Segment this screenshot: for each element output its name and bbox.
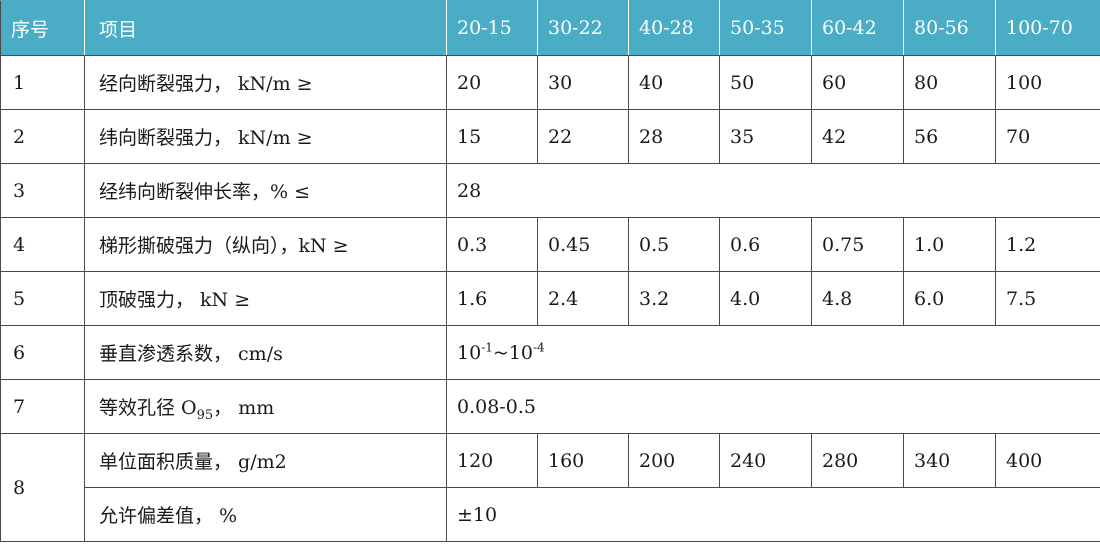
table-cell: 240 <box>719 433 812 488</box>
row-seq: 5 <box>0 271 85 326</box>
table-row: 6 垂直渗透系数， cm/s 10-1~10-4 <box>0 325 1100 380</box>
row-seq: 1 <box>0 55 85 110</box>
header-grade: 50-35 <box>719 0 812 56</box>
table-row: 2 纬向断裂强力， kN/m ≥ 15 22 28 35 42 56 70 <box>0 109 1100 164</box>
table-cell: 50 <box>719 55 812 110</box>
value-exponent: -4 <box>533 340 545 355</box>
table-row: 3 经纬向断裂伸长率，% ≤ 28 <box>0 163 1100 218</box>
row-item: 梯形撕破强力（纵向），kN ≥ <box>84 217 447 272</box>
table-cell: 15 <box>446 109 538 164</box>
table-cell: 1.0 <box>903 217 996 272</box>
row-item: 经向断裂强力， kN/m ≥ <box>84 55 447 110</box>
value-base: 10 <box>457 341 482 364</box>
table-cell: 1.6 <box>446 271 538 326</box>
table-cell: 0.75 <box>811 217 904 272</box>
value-base: 10 <box>508 341 533 364</box>
table-cell: 1.2 <box>995 217 1100 272</box>
table-cell: 3.2 <box>628 271 720 326</box>
table-cell: 200 <box>628 433 720 488</box>
header-grade: 60-42 <box>811 0 904 56</box>
value-separator: ~ <box>492 341 509 364</box>
table-cell: 30 <box>537 55 629 110</box>
table-cell: 400 <box>995 433 1100 488</box>
table-cell: 7.5 <box>995 271 1100 326</box>
table-cell: 80 <box>903 55 996 110</box>
row-seq: 8 <box>0 433 85 542</box>
table-cell: 22 <box>537 109 629 164</box>
row-item: 单位面积质量， g/m2 <box>84 433 447 488</box>
table-cell: 0.45 <box>537 217 629 272</box>
row-seq: 3 <box>0 163 85 218</box>
table-cell: 280 <box>811 433 904 488</box>
table-cell: 35 <box>719 109 812 164</box>
value-exponent: -1 <box>481 340 493 355</box>
table-row: 5 顶破强力， kN ≥ 1.6 2.4 3.2 4.0 4.8 6.0 7.5 <box>0 271 1100 326</box>
table-cell: 6.0 <box>903 271 996 326</box>
table-cell: 56 <box>903 109 996 164</box>
table-cell: 4.8 <box>811 271 904 326</box>
table-cell: 40 <box>628 55 720 110</box>
row-seq: 6 <box>0 325 85 380</box>
item-subscript: 95 <box>196 407 214 423</box>
header-item: 项目 <box>84 0 447 56</box>
table-cell: 0.3 <box>446 217 538 272</box>
header-grade: 20-15 <box>446 0 538 56</box>
table-row: 7 等效孔径 O95， mm 0.08-0.5 <box>0 379 1100 434</box>
table-row: 允许偏差值， % ±10 <box>1 487 1100 542</box>
table-cell: 28 <box>628 109 720 164</box>
row-item: 垂直渗透系数， cm/s <box>84 325 447 380</box>
header-grade: 80-56 <box>903 0 996 56</box>
table-cell: 100 <box>995 55 1100 110</box>
table-cell: 120 <box>446 433 538 488</box>
row-item: 顶破强力， kN ≥ <box>84 271 447 326</box>
table-cell: 2.4 <box>537 271 629 326</box>
table-cell: 4.0 <box>719 271 812 326</box>
header-grade: 100-70 <box>995 0 1100 56</box>
row-item: 经纬向断裂伸长率，% ≤ <box>84 163 447 218</box>
header-grade: 40-28 <box>628 0 720 56</box>
merged-value-cell: 0.08-0.5 <box>446 379 1100 434</box>
table-cell: 60 <box>811 55 904 110</box>
item-text: 等效孔径 O <box>99 397 197 419</box>
item-text: ， mm <box>213 397 275 419</box>
row-item: 允许偏差值， % <box>84 487 447 542</box>
table-row: 1 经向断裂强力， kN/m ≥ 20 30 40 50 60 80 100 <box>0 55 1100 110</box>
table-cell: 70 <box>995 109 1100 164</box>
header-seq: 序号 <box>0 0 85 56</box>
table-cell: 0.5 <box>628 217 720 272</box>
table-cell: 20 <box>446 55 538 110</box>
header-grade: 30-22 <box>537 0 629 56</box>
row-seq: 7 <box>0 379 85 434</box>
table-cell: 0.6 <box>719 217 812 272</box>
table-row: 8 单位面积质量， g/m2 120 160 200 240 280 340 4… <box>0 433 1100 542</box>
table-row: 4 梯形撕破强力（纵向），kN ≥ 0.3 0.45 0.5 0.6 0.75 … <box>0 217 1100 272</box>
row-item: 纬向断裂强力， kN/m ≥ <box>84 109 447 164</box>
merged-value-cell: 10-1~10-4 <box>446 325 1100 380</box>
table-cell: 42 <box>811 109 904 164</box>
row-seq: 2 <box>0 109 85 164</box>
header-row: 序号 项目 20-15 30-22 40-28 50-35 60-42 80-5… <box>0 0 1100 56</box>
table-cell: 160 <box>537 433 629 488</box>
merged-value-cell: 28 <box>446 163 1100 218</box>
merged-value-cell: ±10 <box>446 487 1100 542</box>
row-item: 等效孔径 O95， mm <box>84 379 447 434</box>
row-seq: 4 <box>0 217 85 272</box>
table-cell: 340 <box>903 433 996 488</box>
